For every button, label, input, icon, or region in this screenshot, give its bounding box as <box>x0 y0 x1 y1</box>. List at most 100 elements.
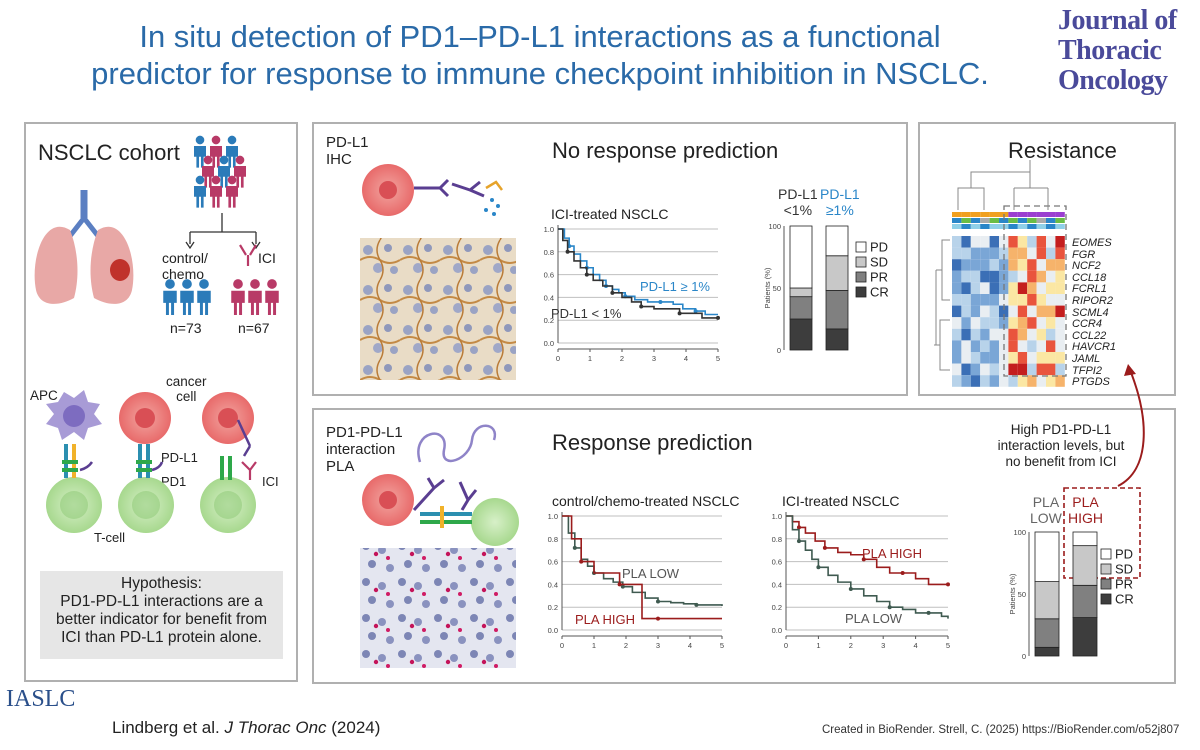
stacked-bar-segment <box>789 318 813 351</box>
ihc-tissue-image <box>360 238 516 380</box>
person-body <box>234 166 246 188</box>
person-head <box>195 175 205 185</box>
series-label: PLA HIGH <box>862 546 922 561</box>
heatmap-cell <box>989 328 999 341</box>
censor-mark <box>796 539 801 544</box>
y-tick-label: 0.2 <box>548 603 558 612</box>
heatmap-cell <box>989 305 999 318</box>
stacked-bar-segment <box>825 255 849 291</box>
heatmap-cell <box>989 282 999 294</box>
y-tick-label: 0.2 <box>772 603 782 612</box>
legend-swatch <box>1100 548 1112 560</box>
sample-annotation-bar <box>980 224 990 229</box>
heatmap-cell <box>1036 328 1046 341</box>
pla-bar-header-low: PLA LOW <box>1030 494 1062 526</box>
heatmap-cell <box>1046 305 1056 318</box>
heatmap-cell <box>961 328 971 341</box>
heatmap-cell <box>952 305 962 318</box>
y-axis-label: Patients (%) <box>1008 573 1017 614</box>
detection-dots-icon <box>484 198 500 216</box>
figure-title: In situ detection of PD1–PD-L1 interacti… <box>60 18 1020 92</box>
y-tick-label: 50 <box>773 284 781 293</box>
person-body <box>248 290 262 316</box>
heatmap-cell <box>1055 247 1065 260</box>
person-head <box>227 175 237 185</box>
y-axis-label: Patients (%) <box>763 267 772 308</box>
heatmap-cell <box>970 270 981 283</box>
hypothesis-line-4: ICI than PD-L1 protein alone. <box>61 629 262 646</box>
heatmap-cell <box>1017 247 1028 260</box>
gene-label: CCL22 <box>1072 329 1107 342</box>
sample-annotation-bar <box>1017 218 1028 223</box>
legend-swatch <box>855 256 867 268</box>
stacked-bar-segment <box>825 290 849 330</box>
heatmap-cell <box>980 375 990 387</box>
heatmap-cell <box>1055 317 1065 329</box>
stacked-bar-segment <box>1072 531 1098 547</box>
stacked-bar-segment <box>1034 531 1060 582</box>
ihc-km-title: ICI-treated NSCLC <box>551 206 669 222</box>
y-tick-label: 100 <box>1013 528 1026 537</box>
heatmap-cell <box>1008 352 1018 364</box>
ihc-bar-header-low: PD-L1 <1% <box>778 186 818 218</box>
sample-annotation-bar <box>1055 218 1065 223</box>
sample-annotation-bar <box>989 218 999 223</box>
heatmap-cell <box>1027 259 1037 271</box>
pla-km2-title: ICI-treated NSCLC <box>782 493 900 509</box>
censor-mark <box>848 586 853 591</box>
person-head <box>182 279 192 289</box>
censor-mark <box>816 565 821 570</box>
heatmap-cell <box>1008 247 1018 260</box>
heatmap-cell <box>980 363 990 376</box>
legend-swatch <box>1100 563 1112 575</box>
cluster-annotation-bar <box>1008 212 1018 217</box>
y-tick-label: 1.0 <box>772 512 782 521</box>
citation-year: (2024) <box>331 718 381 737</box>
y-tick-label: 0.0 <box>544 339 554 348</box>
person-body <box>163 290 177 316</box>
heatmap-cell <box>980 236 990 248</box>
gene-list: EOMES FGR NCF2 CCL18 FCRL1 RIPOR2 SCML4 … <box>1072 237 1116 389</box>
legend-swatch <box>855 271 867 283</box>
person-head <box>235 155 245 165</box>
sample-annotation-bar <box>980 218 990 223</box>
heatmap-cell <box>1036 352 1046 364</box>
heatmap-cell <box>1055 363 1065 376</box>
heatmap-cell <box>980 259 990 271</box>
heatmap-cell <box>952 363 962 376</box>
heatmap-cell <box>980 305 990 318</box>
heatmap-cell <box>1046 270 1056 283</box>
y-tick-label: 0.8 <box>544 248 554 257</box>
heatmap-cell <box>1008 340 1018 352</box>
stacked-bar-segment <box>1072 545 1098 586</box>
biorender-credit: Created in BioRender. Strell, C. (2025) … <box>822 724 1180 736</box>
heatmap-cell <box>1046 259 1056 271</box>
sample-annotation-bar <box>999 218 1009 223</box>
heatmap-cell <box>961 282 971 294</box>
x-tick-label: 3 <box>652 354 656 363</box>
sample-annotation-bar <box>961 224 971 229</box>
censor-mark <box>693 309 698 314</box>
series-label: PD-L1 ≥ 1% <box>640 279 710 294</box>
heatmap-cell <box>1017 270 1028 283</box>
resistance-title: Resistance <box>1008 138 1117 163</box>
heatmap-cell <box>999 375 1009 387</box>
censor-mark <box>887 605 892 610</box>
heatmap-cell <box>1017 340 1028 352</box>
hypothesis-line-2: PD1-PD-L1 interactions are a <box>60 593 263 610</box>
heatmap-cell <box>980 328 990 341</box>
heatmap-cell <box>970 294 981 306</box>
y-tick-label: 0.6 <box>772 558 782 567</box>
censor-mark <box>610 290 615 295</box>
heatmap-cell <box>1027 247 1037 260</box>
heatmap-cell <box>989 317 999 329</box>
stacked-bar-segment <box>1034 618 1060 648</box>
arrow-head <box>1124 364 1136 376</box>
heatmap-cell <box>952 352 962 364</box>
heatmap-cell <box>970 305 981 318</box>
heatmap-cell <box>1055 259 1065 271</box>
gene-label: SCML4 <box>1072 306 1109 319</box>
sample-annotation-bar <box>1008 218 1018 223</box>
heatmap-cell <box>1036 363 1046 376</box>
heatmap-cell <box>970 282 981 294</box>
